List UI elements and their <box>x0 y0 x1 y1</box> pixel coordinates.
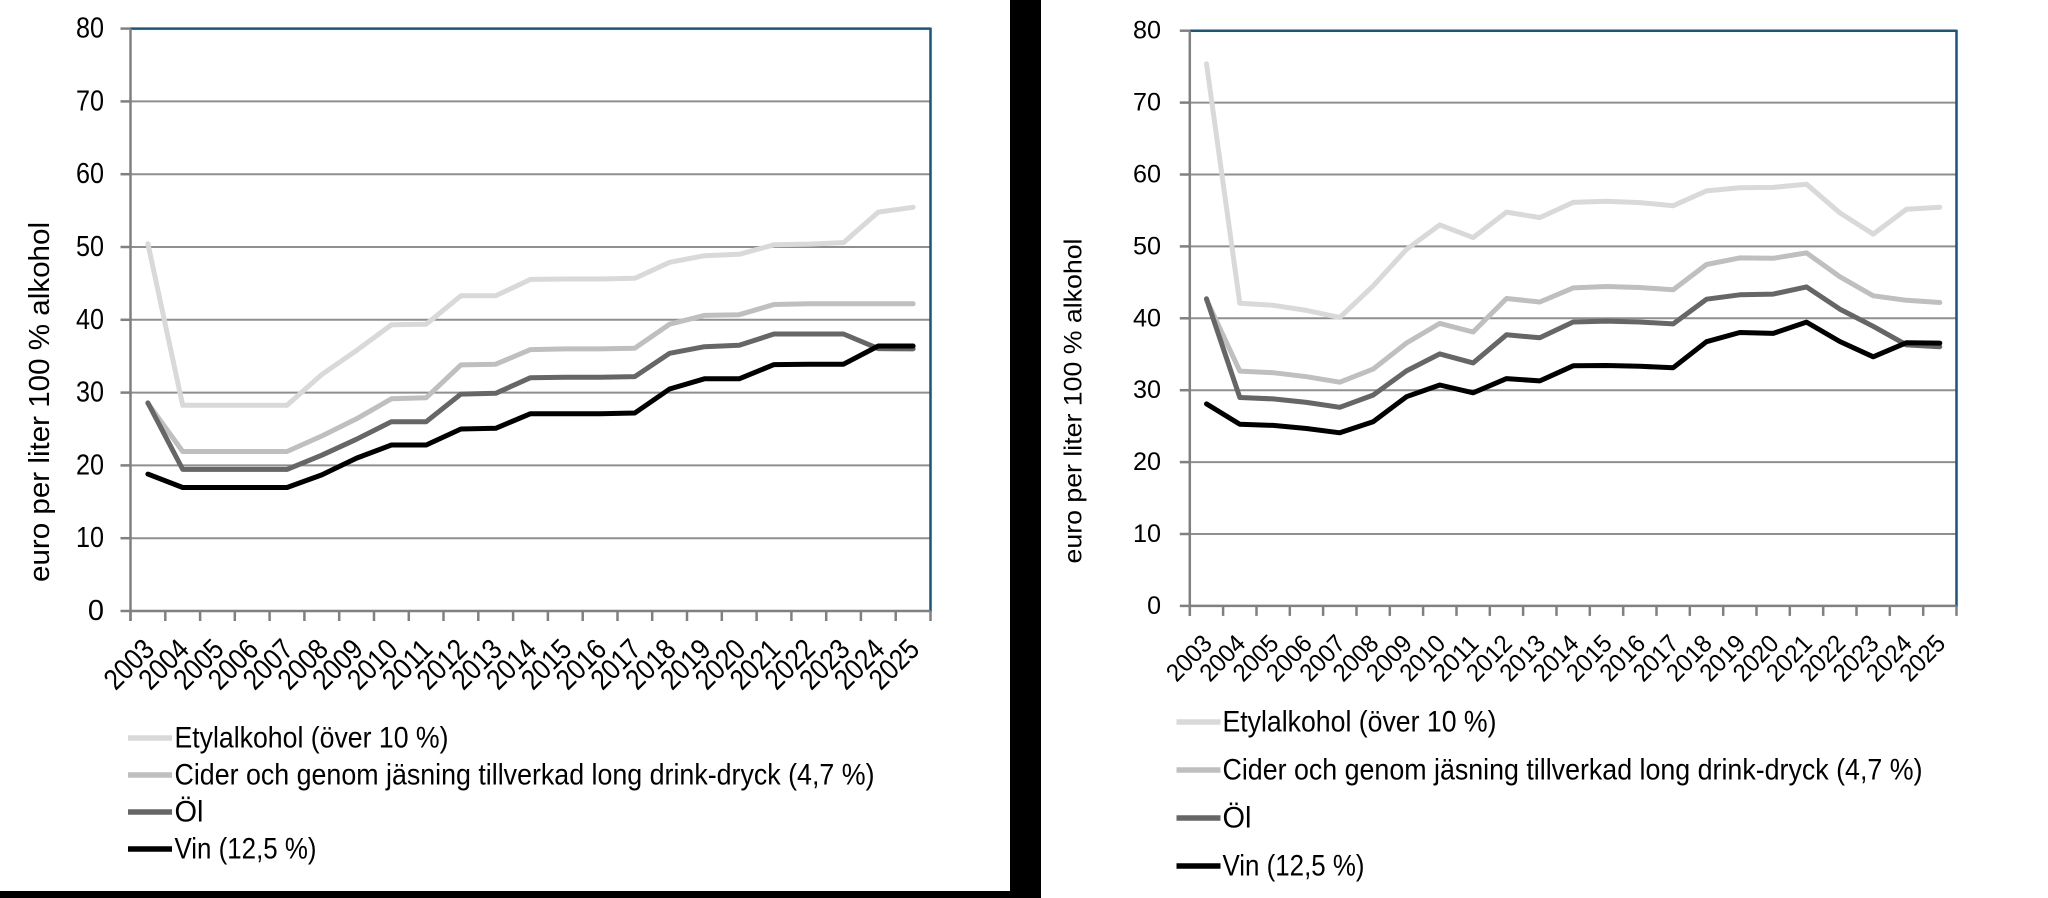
svg-text:0: 0 <box>1147 592 1161 620</box>
svg-text:50: 50 <box>1133 232 1161 260</box>
svg-text:Cider och genom jäsning tillve: Cider och genom jäsning tillverkad long … <box>175 759 875 792</box>
svg-text:50: 50 <box>76 231 104 263</box>
svg-text:euro per liter 100 % alkohol: euro per liter 100 % alkohol <box>1060 239 1088 564</box>
svg-text:60: 60 <box>1133 161 1161 189</box>
svg-text:Cider och genom jäsning tillve: Cider och genom jäsning tillverkad long … <box>1223 754 1923 787</box>
svg-text:Öl: Öl <box>175 796 204 829</box>
svg-text:10: 10 <box>76 522 104 554</box>
svg-text:30: 30 <box>76 377 104 409</box>
svg-text:80: 80 <box>76 13 104 45</box>
svg-text:Vin (12,5 %): Vin (12,5 %) <box>175 833 317 866</box>
svg-text:Etylalkohol (över 10 %): Etylalkohol (över 10 %) <box>175 722 449 755</box>
svg-text:Öl: Öl <box>1223 802 1252 835</box>
svg-text:Vin (12,5 %): Vin (12,5 %) <box>1223 850 1365 883</box>
svg-text:0: 0 <box>88 595 104 627</box>
svg-text:Etylalkohol (över 10 %): Etylalkohol (över 10 %) <box>1223 706 1497 739</box>
svg-text:40: 40 <box>1133 304 1161 332</box>
svg-text:10: 10 <box>1133 520 1161 548</box>
svg-text:20: 20 <box>1133 448 1161 476</box>
svg-text:20: 20 <box>76 449 104 481</box>
svg-text:80: 80 <box>1133 17 1161 45</box>
svg-text:60: 60 <box>76 158 104 190</box>
svg-text:euro per liter 100 % alkohol: euro per liter 100 % alkohol <box>24 222 56 582</box>
svg-text:40: 40 <box>76 304 104 336</box>
svg-text:30: 30 <box>1133 376 1161 404</box>
svg-text:70: 70 <box>76 85 104 117</box>
svg-text:70: 70 <box>1133 89 1161 117</box>
